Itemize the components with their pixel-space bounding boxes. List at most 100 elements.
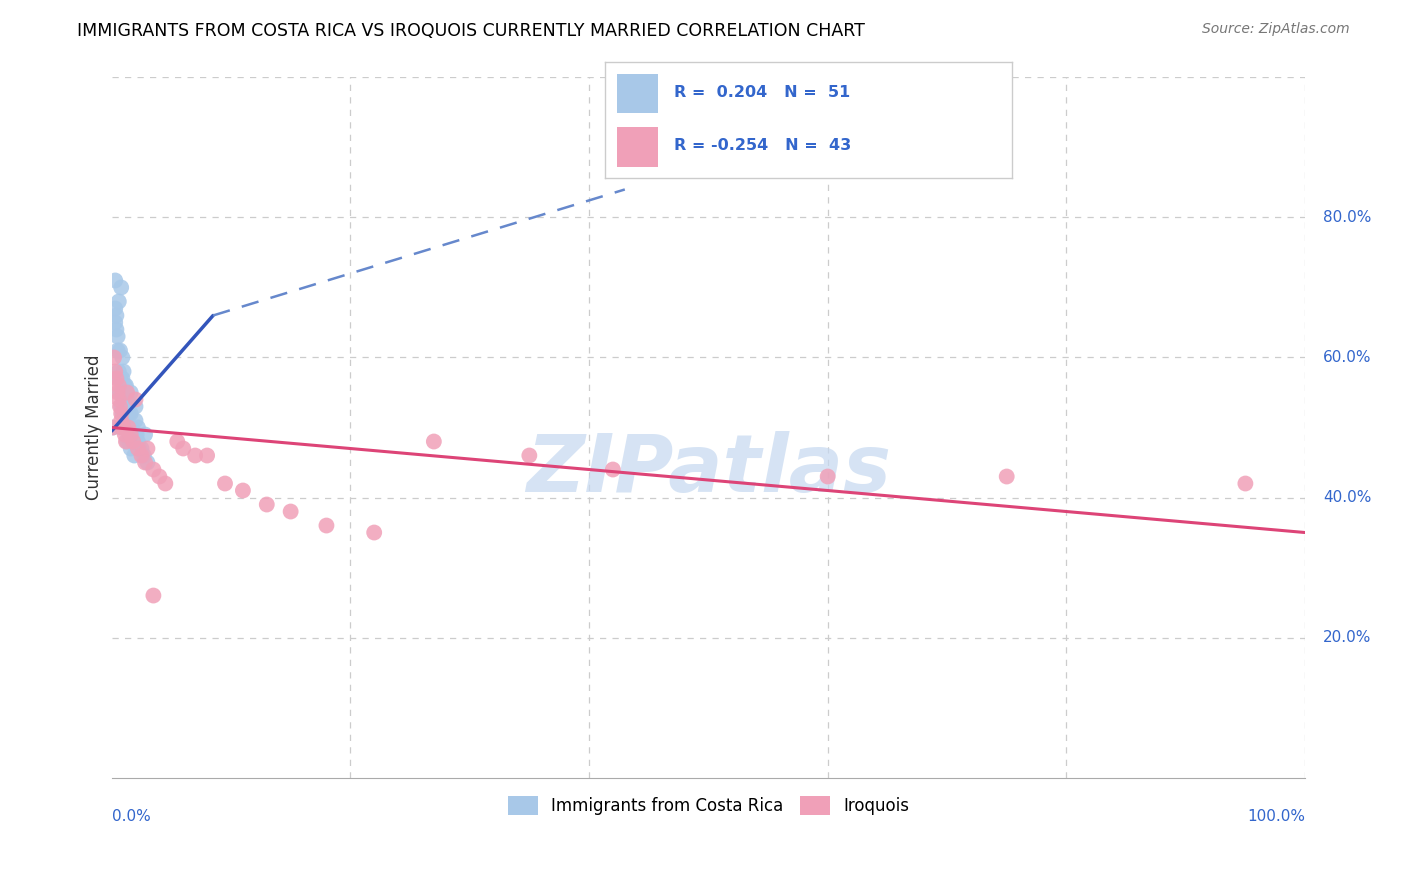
Point [124,413,146,427]
Point [108,385,131,400]
Point [114,420,136,434]
Point [115,392,138,407]
Text: 100.0%: 100.0% [1247,809,1305,824]
Point [118,434,141,449]
Point [105,371,128,385]
Point [121,420,143,434]
Point [124,400,146,414]
Point [105,322,128,336]
Text: 60.0%: 60.0% [1323,350,1371,365]
Point [602,462,624,476]
Text: 80.0%: 80.0% [1323,210,1371,225]
Point [120,427,142,442]
Point [120,442,142,456]
Point [107,371,129,385]
Point [131,442,153,456]
Point [128,442,150,456]
Point [104,316,127,330]
Point [120,385,142,400]
Point [107,392,129,407]
Text: R = -0.254   N =  43: R = -0.254 N = 43 [673,138,851,153]
Point [142,589,165,603]
Point [214,476,236,491]
Point [110,407,132,421]
Point [122,434,145,449]
Point [115,434,138,449]
Point [117,407,139,421]
Point [114,427,136,442]
Point [136,456,159,470]
Point [148,469,170,483]
Point [115,385,138,400]
Point [107,294,129,309]
Text: IMMIGRANTS FROM COSTA RICA VS IROQUOIS CURRENTLY MARRIED CORRELATION CHART: IMMIGRANTS FROM COSTA RICA VS IROQUOIS C… [77,22,865,40]
Point [112,420,135,434]
Point [110,400,132,414]
Point [117,420,139,434]
Point [107,329,129,343]
Point [112,392,135,407]
Point [363,525,385,540]
Point [110,280,132,294]
Point [127,442,149,456]
Point [107,378,129,392]
Point [120,407,142,421]
Point [105,309,128,323]
Point [155,476,177,491]
Text: R =  0.204   N =  51: R = 0.204 N = 51 [673,85,851,100]
Point [127,420,149,434]
Text: 0.0%: 0.0% [111,809,150,824]
Text: Source: ZipAtlas.com: Source: ZipAtlas.com [1202,22,1350,37]
Point [103,351,125,365]
Point [107,385,129,400]
Point [184,449,207,463]
Point [1234,476,1257,491]
Point [124,392,146,407]
Point [114,378,136,392]
Point [104,273,127,287]
Point [108,400,131,414]
Point [134,456,156,470]
Point [111,420,134,434]
Point [517,449,540,463]
Point [108,371,131,385]
Point [166,434,188,449]
Point [134,427,156,442]
Point [101,420,124,434]
Point [111,371,134,385]
Point [111,407,134,421]
Point [110,413,132,427]
Y-axis label: Currently Married: Currently Married [86,355,103,500]
Point [124,449,146,463]
Point [122,434,145,449]
Point [104,301,127,316]
Point [315,518,337,533]
Text: 40.0%: 40.0% [1323,490,1371,505]
Point [111,351,134,365]
Point [142,462,165,476]
Text: ZIPatlas: ZIPatlas [526,431,891,508]
Point [127,434,149,449]
Point [115,385,138,400]
Point [280,504,302,518]
Point [115,378,138,392]
Text: 20.0%: 20.0% [1323,630,1371,645]
Point [256,498,278,512]
Point [195,449,218,463]
Point [112,364,135,378]
Point [125,427,148,442]
Point [117,420,139,434]
Point [232,483,254,498]
Legend: Immigrants from Costa Rica, Iroquois: Immigrants from Costa Rica, Iroquois [501,789,915,822]
Point [107,364,129,378]
Point [112,420,135,434]
Point [110,420,132,434]
Point [114,407,136,421]
FancyBboxPatch shape [617,74,658,113]
Point [111,385,134,400]
Point [108,343,131,358]
Point [136,442,159,456]
FancyBboxPatch shape [617,128,658,167]
Point [995,469,1018,483]
Point [131,449,153,463]
